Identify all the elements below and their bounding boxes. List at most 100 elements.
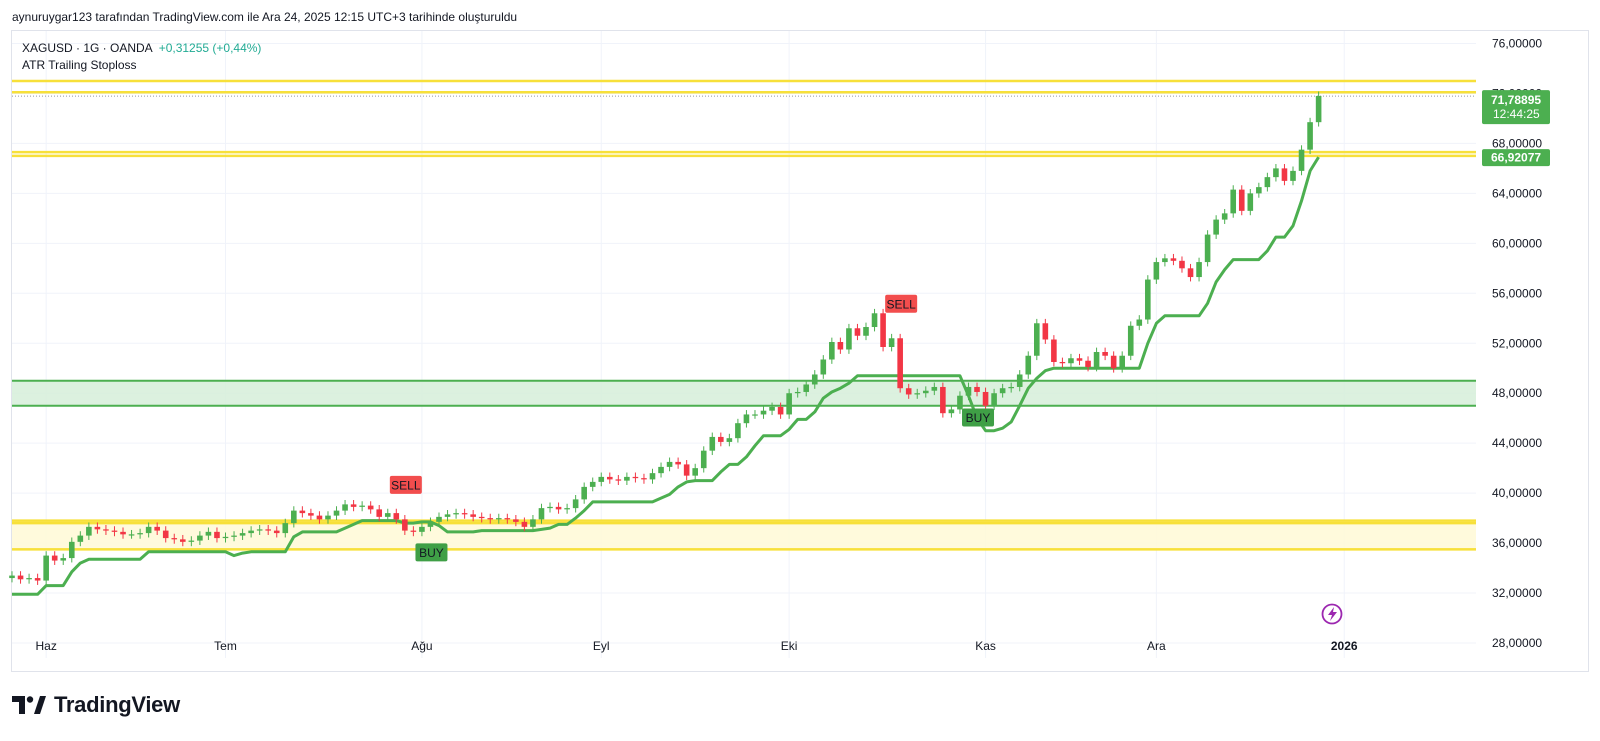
candle xyxy=(1213,219,1219,235)
candle xyxy=(538,508,545,520)
candle xyxy=(820,359,827,375)
price-axis-label: 28,00000 xyxy=(1492,636,1542,650)
price-axis-label: 60,00000 xyxy=(1492,236,1542,250)
candle xyxy=(410,530,417,532)
candle xyxy=(1256,187,1262,194)
candle xyxy=(34,578,41,581)
chart-frame[interactable] xyxy=(11,30,1589,672)
candle xyxy=(1204,234,1211,263)
candle xyxy=(564,508,570,510)
candle xyxy=(513,519,519,522)
candle xyxy=(965,386,972,396)
tradingview-logo[interactable]: TradingView xyxy=(12,692,180,718)
price-axis-label: 56,00000 xyxy=(1492,286,1542,300)
candle xyxy=(1315,95,1322,123)
candle xyxy=(931,386,938,391)
countdown-timer: 12:44:25 xyxy=(1493,107,1540,121)
candle xyxy=(248,530,254,534)
candle xyxy=(829,342,835,360)
candle xyxy=(1196,262,1202,278)
candle xyxy=(325,515,331,520)
candle xyxy=(991,393,997,406)
candle xyxy=(162,530,169,539)
candle xyxy=(77,535,84,542)
candle xyxy=(26,578,32,580)
signal-badge-text: SELL xyxy=(391,478,421,492)
candle xyxy=(1230,189,1237,214)
indicator-name[interactable]: ATR Trailing Stoploss xyxy=(22,58,137,72)
time-axis-label: Eki xyxy=(781,639,798,653)
candle xyxy=(128,534,135,536)
time-axis-label: Ara xyxy=(1147,639,1166,653)
candle xyxy=(1238,189,1245,211)
candle xyxy=(1068,358,1074,364)
candle xyxy=(530,519,536,527)
candle xyxy=(342,504,348,511)
candle xyxy=(111,530,118,532)
candle xyxy=(1051,339,1057,362)
candle xyxy=(1145,279,1151,320)
symbol-line[interactable]: XAGUSD · 1G · OANDA xyxy=(22,41,153,55)
candle xyxy=(495,518,502,520)
candle xyxy=(1153,262,1160,280)
candle xyxy=(427,521,434,527)
candle xyxy=(461,513,468,515)
candle xyxy=(769,406,775,411)
candle xyxy=(1247,193,1254,211)
candle xyxy=(888,338,895,347)
chart-legend[interactable]: XAGUSD · 1G · OANDA +0,31255 (+0,44%) ATR… xyxy=(22,40,261,74)
candle xyxy=(837,342,844,350)
candle xyxy=(1016,374,1023,387)
signal-badge-text: BUY xyxy=(419,546,444,560)
candle xyxy=(572,499,579,509)
candle xyxy=(487,518,494,520)
candle xyxy=(743,414,750,424)
candle xyxy=(376,509,383,517)
candle xyxy=(718,436,724,442)
candle xyxy=(1221,213,1228,220)
candle xyxy=(641,478,647,480)
candle xyxy=(171,538,178,540)
candles xyxy=(9,91,1322,585)
price-change: +0,31255 (+0,44%) xyxy=(158,41,262,55)
candle xyxy=(846,328,852,350)
candle xyxy=(51,555,58,561)
candle xyxy=(615,479,622,481)
candle xyxy=(871,313,878,328)
zone-yellow xyxy=(12,520,1476,550)
candle xyxy=(470,514,476,517)
candle xyxy=(1059,361,1066,364)
candle xyxy=(103,529,109,531)
candle xyxy=(333,510,340,516)
candle xyxy=(624,476,630,481)
candle xyxy=(504,518,511,520)
candle xyxy=(256,529,263,531)
candle xyxy=(803,384,810,392)
candle xyxy=(1273,168,1279,178)
candle xyxy=(922,390,929,394)
candle xyxy=(598,476,605,482)
signal-badge-bg xyxy=(885,294,918,313)
candle xyxy=(1076,358,1083,361)
candle xyxy=(683,464,690,476)
candle xyxy=(384,513,391,517)
buy-signal-badge: BUY xyxy=(962,408,995,427)
candle xyxy=(1110,355,1117,369)
candle xyxy=(1264,177,1271,188)
candle xyxy=(948,409,955,414)
stop-price-value: 66,92077 xyxy=(1491,151,1541,165)
candle xyxy=(632,476,639,479)
price-axis-label: 32,00000 xyxy=(1492,586,1542,600)
candle xyxy=(299,510,306,514)
candle xyxy=(589,481,596,487)
stop-price-label: 66,92077 xyxy=(1482,149,1550,167)
candle xyxy=(957,395,963,410)
lightning-icon[interactable] xyxy=(1321,603,1343,625)
candle xyxy=(444,514,451,517)
candle xyxy=(205,531,212,536)
candle xyxy=(607,476,613,480)
candle xyxy=(180,539,186,542)
candle xyxy=(282,523,289,534)
zone-green xyxy=(12,380,1476,406)
